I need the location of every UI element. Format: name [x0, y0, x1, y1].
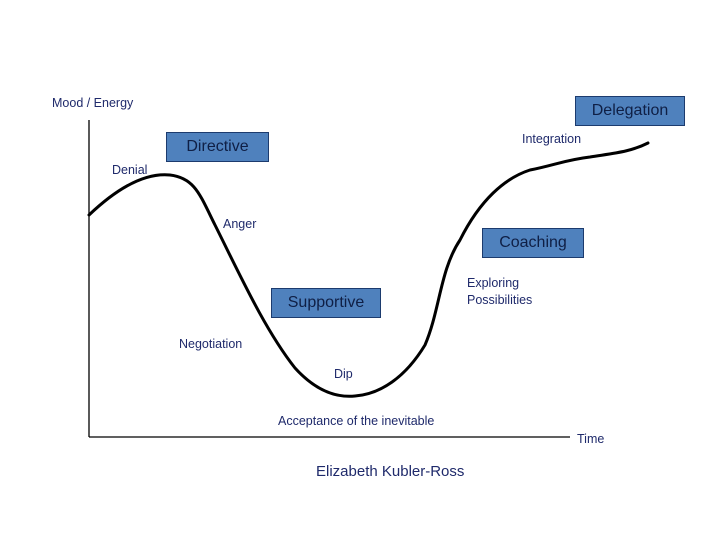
style-box-supportive: Supportive — [271, 288, 381, 318]
stage-label-exploring: Exploring — [467, 276, 520, 290]
style-box-delegation: Delegation — [575, 96, 685, 126]
style-box-coaching: Coaching — [482, 228, 584, 258]
style-box-directive: Directive — [166, 132, 269, 162]
stage-label-integration: Integration — [522, 132, 582, 146]
stage-label-anger: Anger — [223, 217, 257, 231]
change-curve — [87, 141, 650, 398]
stage-label-dip: Dip — [334, 367, 353, 381]
stage-label-possibilities: Possibilities — [467, 293, 533, 307]
x-axis-label: Time — [577, 432, 605, 446]
credit-text: Elizabeth Kubler-Ross — [316, 463, 465, 480]
stage-label-negotiation: Negotiation — [179, 337, 243, 351]
stage-label-acceptance: Acceptance of the inevitable — [278, 414, 435, 428]
stage-label-denial: Denial — [112, 163, 148, 177]
y-axis-label: Mood / Energy — [52, 96, 134, 110]
